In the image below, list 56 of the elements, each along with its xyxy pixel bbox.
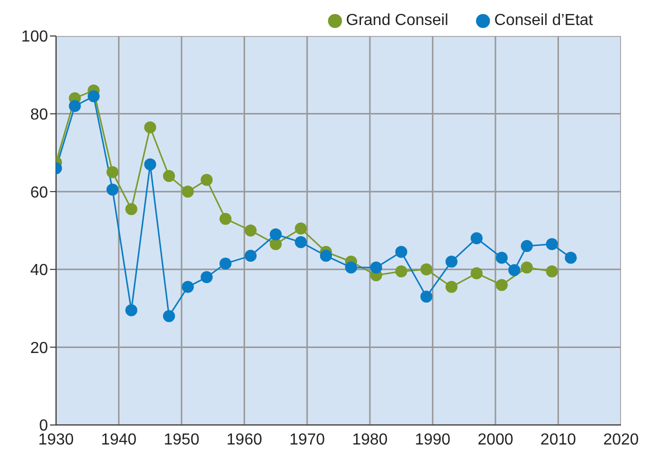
point [520,240,533,252]
point [244,250,257,262]
point [420,263,432,276]
x-tick-label: 2000 [478,431,514,448]
point [420,290,432,303]
point [508,264,520,276]
point [294,236,307,248]
point [395,246,408,258]
x-tick-label: 1940 [100,431,137,448]
point [125,203,138,216]
x-tick-label: 1980 [352,431,388,448]
point [294,222,307,235]
point [470,232,483,244]
x-tick-label: 2020 [603,431,639,448]
x-tick-label: 1950 [164,431,200,448]
point [182,186,194,198]
legend-label: Conseil d’Etat [494,12,593,29]
point [564,252,577,264]
point [345,261,358,274]
x-tick-label: 2010 [540,431,576,448]
y-tick-label: 40 [30,262,48,280]
point [395,265,408,278]
point [88,90,100,102]
point [546,238,558,250]
x-tick-label: 1970 [289,431,326,448]
point [320,250,332,262]
x-tick-label: 1990 [414,431,451,448]
point [200,174,213,186]
point [144,121,156,134]
point [68,100,81,112]
point [496,252,508,264]
x-tick-label: 1960 [226,431,262,448]
y-tick-label: 20 [30,340,48,357]
y-tick-label: 100 [21,28,48,46]
point [546,265,558,278]
point [106,184,118,196]
point [220,258,232,270]
point [125,304,138,316]
point [270,228,282,240]
point [163,310,175,322]
point [244,224,257,236]
point [182,280,194,293]
y-tick-label: 60 [30,184,48,202]
point [370,261,382,274]
y-tick-label: 80 [30,106,48,124]
point [520,261,533,274]
point [470,267,483,280]
point [496,278,508,291]
point [163,170,175,182]
point [446,280,458,293]
point [200,271,213,284]
point [106,166,118,178]
point [144,158,156,170]
legend-label: Grand Conseil [346,12,448,29]
point [446,256,458,268]
point [220,212,232,225]
